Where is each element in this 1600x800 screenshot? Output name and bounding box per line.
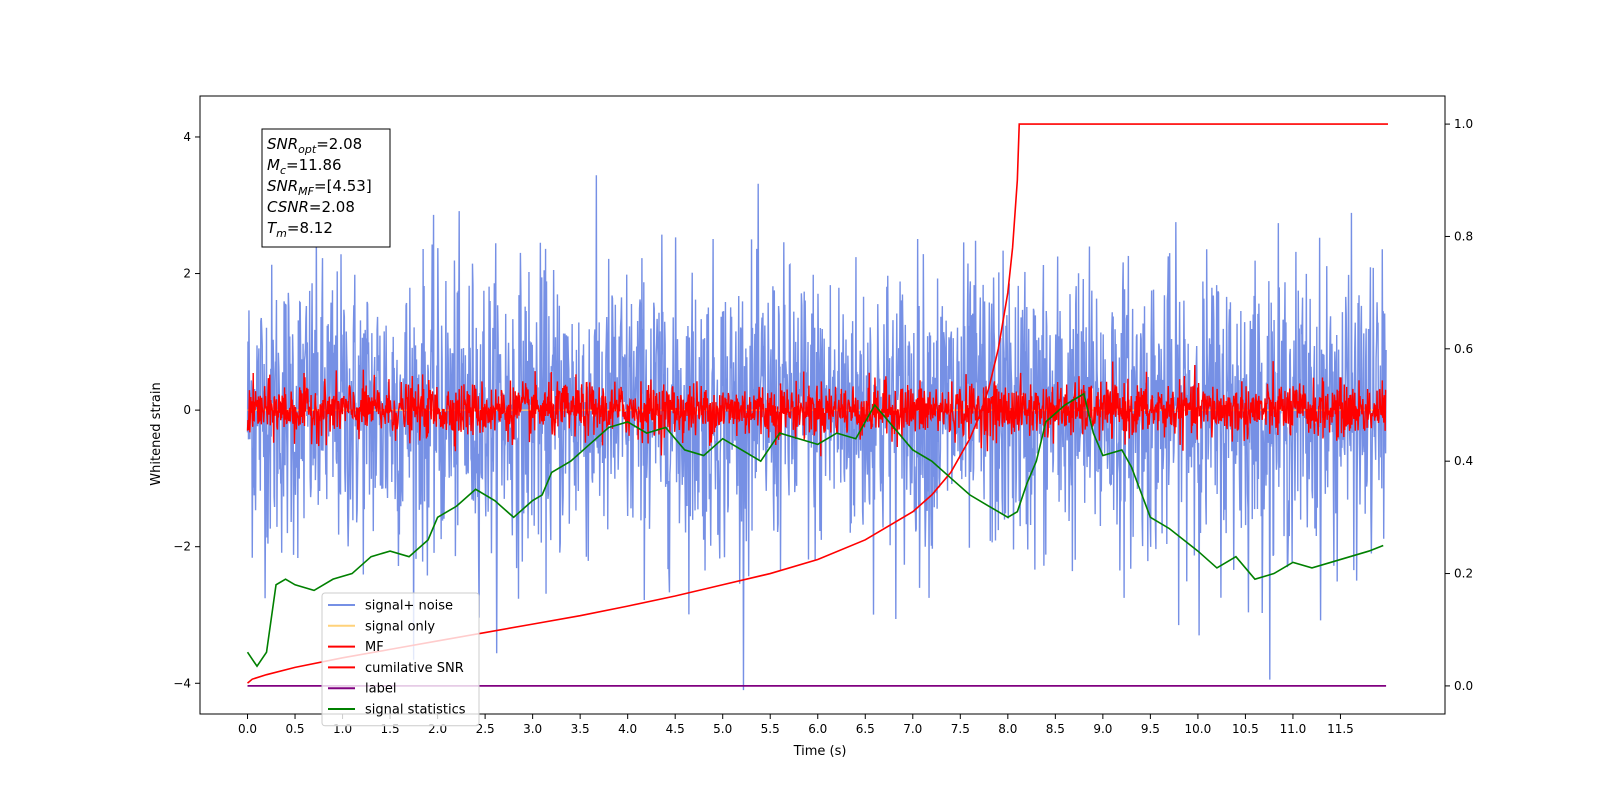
y-left-tick-label: 0 <box>183 403 191 417</box>
legend-label: signal statistics <box>365 703 466 718</box>
x-tick-label: 10.5 <box>1232 722 1259 736</box>
annotation-line: CSNR=2.08 <box>267 198 355 216</box>
y-left-tick-label: −2 <box>173 540 191 554</box>
x-tick-label: 6.5 <box>856 722 875 736</box>
legend-frame <box>321 592 480 727</box>
x-tick-label: 2.5 <box>476 722 495 736</box>
x-axis-label: Time (s) <box>793 744 847 759</box>
x-tick-label: 4.5 <box>666 722 685 736</box>
x-tick-label: 9.5 <box>1141 722 1160 736</box>
annotation-line: Tm=8.12 <box>267 219 333 240</box>
y-right-tick-label: 0.8 <box>1454 229 1473 243</box>
x-tick-label: 10.0 <box>1185 722 1212 736</box>
annotation-frame <box>261 128 391 248</box>
y-axis-label: Whitened strain <box>149 382 164 485</box>
x-tick-label: 11.0 <box>1280 722 1307 736</box>
y-right-tick-label: 1.0 <box>1454 117 1473 131</box>
plot-frame <box>199 95 1446 715</box>
series-mf <box>246 361 1387 457</box>
x-tick-label: 7.0 <box>903 722 922 736</box>
y-right-tick-label: 0.6 <box>1454 342 1473 356</box>
x-tick-label: 8.5 <box>1046 722 1065 736</box>
legend: signal+ noise signal only MF cumilative SNR… <box>321 592 480 727</box>
y-left-tick-label: 2 <box>183 267 191 281</box>
annotation-line: Mc=11.86 <box>267 156 342 177</box>
y-right-tick-label: 0.2 <box>1454 567 1473 581</box>
y-left-tick-label: −4 <box>173 676 191 690</box>
x-tick-label: 9.0 <box>1093 722 1112 736</box>
x-tick-label: 4.0 <box>618 722 637 736</box>
legend-label: signal+ noise <box>365 599 453 614</box>
legend-label: signal only <box>365 619 435 634</box>
annotation-line: SNRMF=[4.53] <box>267 177 372 198</box>
series-signal-statistics <box>246 392 1384 668</box>
annotation-box: SNRopt=2.08Mc=11.86SNRMF=[4.53]CSNR=2.08… <box>261 128 391 248</box>
x-tick-label: 7.5 <box>951 722 970 736</box>
x-tick-label: 3.5 <box>571 722 590 736</box>
annotation-line: SNRopt=2.08 <box>267 135 362 156</box>
x-tick-label: 0.5 <box>285 722 304 736</box>
y-axis-left: −4 −2 0 2 4 <box>173 130 200 690</box>
legend-label: label <box>365 682 396 697</box>
y-axis-right: 0.0 0.2 0.4 0.6 0.8 1.0 <box>1445 117 1473 693</box>
legend-label: MF <box>365 640 384 655</box>
x-tick-label: 3.0 <box>523 722 542 736</box>
x-tick-label: 5.5 <box>761 722 780 736</box>
x-tick-label: 6.0 <box>808 722 827 736</box>
x-tick-label: 11.5 <box>1327 722 1354 736</box>
x-tick-label: 0.0 <box>238 722 257 736</box>
y-right-tick-label: 0.0 <box>1454 679 1473 693</box>
y-right-tick-label: 0.4 <box>1454 454 1473 468</box>
x-tick-label: 8.0 <box>998 722 1017 736</box>
y-left-tick-label: 4 <box>183 130 191 144</box>
legend-label: cumilative SNR <box>365 661 464 676</box>
x-tick-label: 5.0 <box>713 722 732 736</box>
